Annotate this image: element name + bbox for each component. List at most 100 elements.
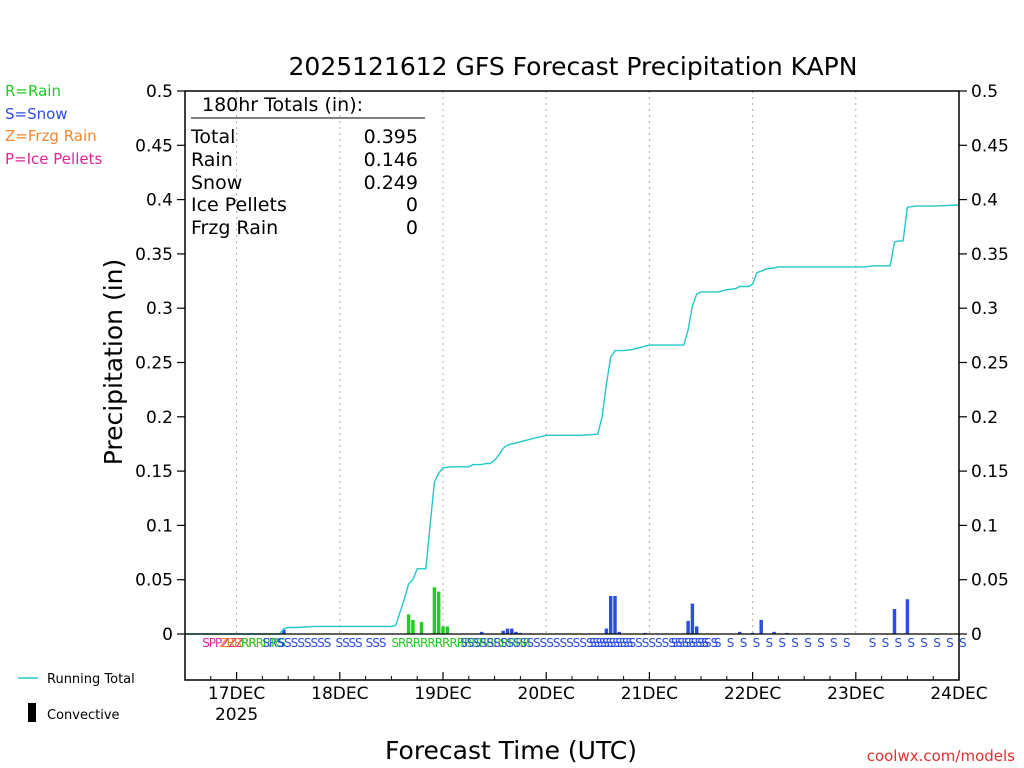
precip-bar <box>604 628 609 634</box>
precip-bar <box>613 595 617 634</box>
precip-bar <box>505 628 510 634</box>
gridlines <box>236 91 857 634</box>
y-tick-label-left: 0.5 <box>146 82 173 102</box>
precip-type-label: SRRRRRRRRRRRRRRRRRR <box>391 636 530 650</box>
totals-total-value: 0.395 <box>364 126 418 148</box>
precip-bar <box>406 614 411 634</box>
x-tick-label: 22DEC <box>724 684 781 704</box>
precip-type-label: S <box>804 636 811 650</box>
precip-type-label: S <box>778 636 785 650</box>
totals-box: 180hr Totals (in): Total 0.395 Rain 0.14… <box>190 94 425 239</box>
x-axis-label: Forecast Time (UTC) <box>385 736 637 765</box>
precip-bar <box>445 626 450 634</box>
precip-bar <box>479 631 484 634</box>
precip-type-label: S <box>727 636 734 650</box>
precip-bar <box>905 599 910 634</box>
precip-bar <box>436 591 441 634</box>
precip-type-label: S <box>869 636 876 650</box>
x-tick-label: 18DEC <box>311 684 368 704</box>
y-ticks: 0 00.05 0.050.1 0.10.15 0.150.2 0.20.25 0.250.… <box>135 82 1009 645</box>
precip-bar <box>759 619 763 634</box>
y-tick-label-left: 0.35 <box>135 245 173 265</box>
precip-type-label: SSS <box>366 636 386 650</box>
precip-bar <box>892 609 897 634</box>
y-tick-label-left: 0.25 <box>135 354 173 374</box>
y-tick-label-left: 0 <box>162 625 173 645</box>
legend-snow: S=Snow <box>5 105 68 123</box>
precip-bar <box>501 630 505 634</box>
precip-type-label: SSSSSSSSSSSSSSSS <box>602 636 708 650</box>
precip-type-label: S <box>701 636 708 650</box>
precip-type-label: S <box>817 636 824 650</box>
y-axis-label: Precipitation (in) <box>99 259 128 466</box>
credit-text: coolwx.com/models <box>867 747 1015 765</box>
precip-type-label: RS <box>271 636 285 650</box>
y-tick-label-right: 0.15 <box>971 462 1009 482</box>
totals-frzg-rain-value: 0 <box>406 217 418 239</box>
precip-bar <box>419 622 424 634</box>
precip-bar <box>432 587 437 634</box>
y-tick-label-left: 0.4 <box>146 191 173 211</box>
x-tick-label: 21DEC <box>621 684 678 704</box>
running-total-polyline <box>185 204 960 635</box>
x-tick-label: 17DEC <box>208 684 265 704</box>
convective-legend-label: Convective <box>47 708 120 723</box>
precip-type-label: S <box>959 636 966 650</box>
y-tick-label-right: 0.2 <box>971 408 998 428</box>
precip-type-label: S <box>843 636 850 650</box>
chart-title: 2025121612 GFS Forecast Precipitation KA… <box>289 52 858 81</box>
precip-type-label: SS <box>336 636 350 650</box>
x-tick-sublabel: 2025 <box>215 705 258 725</box>
precip-bar <box>772 631 776 634</box>
legend-frzg-rain: Z=Frzg Rain <box>5 127 97 145</box>
y-tick-label-left: 0.45 <box>135 136 173 156</box>
y-tick-label-left: 0.1 <box>146 516 173 536</box>
totals-snow-value: 0.249 <box>364 172 418 194</box>
precip-type-label: S <box>907 636 914 650</box>
y-tick-label-right: 0.25 <box>971 354 1009 374</box>
precip-type-label: S <box>791 636 798 650</box>
y-tick-label-right: 0.5 <box>971 82 998 102</box>
precip-bar <box>690 603 695 634</box>
precip-bar <box>608 595 613 634</box>
precip-bar <box>510 628 514 634</box>
y-tick-label-left: 0.05 <box>135 571 173 591</box>
totals-rain-label: Rain <box>191 149 233 171</box>
precip-bar <box>737 631 742 634</box>
precip-type-label: SSSSSSSS <box>277 636 330 650</box>
precip-bar <box>441 626 445 634</box>
type-legend: R=Rain S=Snow Z=Frzg Rain P=Ice Pellets <box>5 82 102 168</box>
y-tick-label-right: 0.3 <box>971 299 998 319</box>
running-total-legend-label: Running Total <box>47 672 135 687</box>
precip-bar <box>694 626 699 634</box>
y-tick-label-left: 0.2 <box>146 408 173 428</box>
x-tick-label: 20DEC <box>518 684 575 704</box>
totals-total-label: Total <box>190 126 235 148</box>
convective-swatch <box>28 703 36 722</box>
precip-type-label: S <box>895 636 902 650</box>
precip-bar <box>514 631 518 634</box>
totals-ice-pellets-label: Ice Pellets <box>191 194 287 216</box>
totals-frzg-rain-label: Frzg Rain <box>191 217 278 239</box>
x-tick-label: 24DEC <box>930 684 987 704</box>
precip-type-label: SRS <box>262 636 283 650</box>
precip-type-label: ZRRRR <box>219 636 256 650</box>
precip-type-label: S <box>882 636 889 650</box>
precip-bar <box>282 629 286 634</box>
precip-type-label: S <box>753 636 760 650</box>
precip-bar <box>617 631 622 634</box>
precip-type-label: SSSSSSSSSSSSSSSSSSSSSSSSSS <box>460 636 632 650</box>
precip-bar <box>411 619 415 634</box>
x-tick-label: 19DEC <box>414 684 471 704</box>
running-total-line <box>185 204 960 635</box>
precip-type-label: SS <box>348 636 362 650</box>
precip-type-label: SSS <box>589 636 609 650</box>
plot-frame <box>184 90 960 681</box>
precip-type-label: SSSSSSS <box>671 636 718 650</box>
legend-ice-pellets: P=Ice Pellets <box>5 150 102 168</box>
precip-type-label: S <box>714 636 721 650</box>
y-tick-label-right: 0.35 <box>971 245 1009 265</box>
precip-type-label: SPPZZZ <box>202 636 244 650</box>
